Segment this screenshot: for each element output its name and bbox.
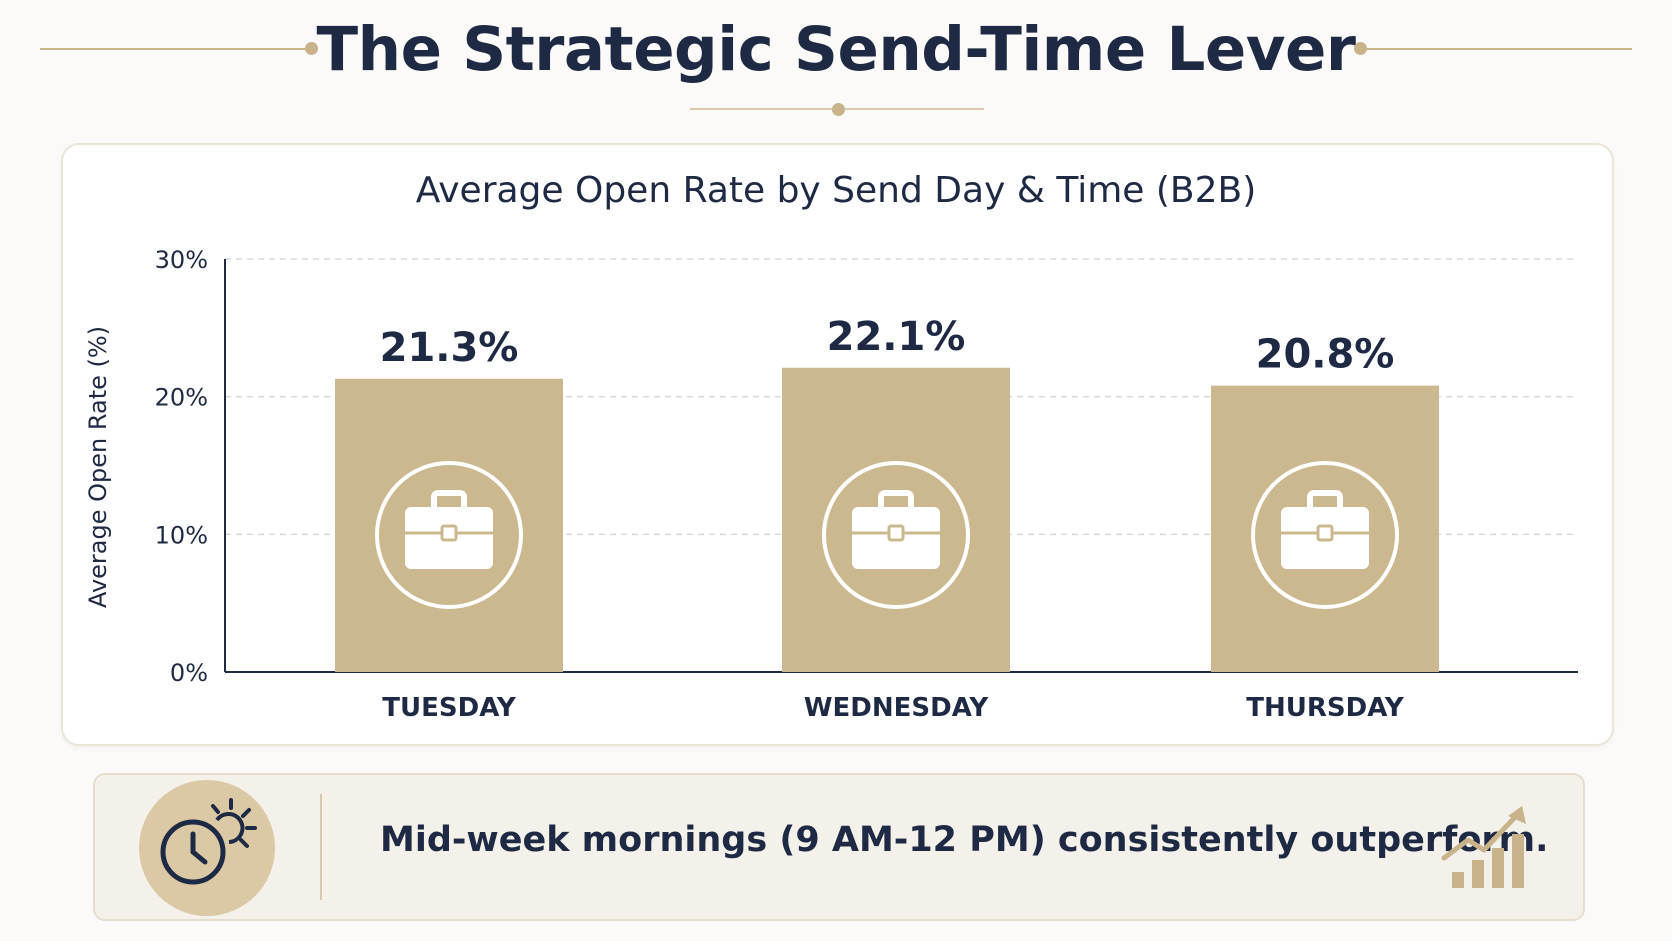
bar-chart: Average Open Rate (%) 0% 10% 20% 30% 21.3% TU…: [84, 246, 1578, 723]
briefcase-icon: [852, 490, 940, 569]
x-tick-label: THURSDAY: [1246, 693, 1405, 723]
header: The Strategic Send-Time Lever: [0, 0, 1672, 120]
chart-title: Average Open Rate by Send Day & Time (B2…: [415, 170, 1257, 211]
y-tick-label: 0%: [170, 659, 208, 687]
briefcase-icon-ring: [822, 461, 970, 609]
y-tick-label: 20%: [155, 384, 208, 412]
data-label: 21.3%: [380, 325, 519, 371]
title-underline-dot: [832, 103, 845, 116]
briefcase-icon-ring: [1251, 461, 1399, 609]
title-dot-right: [1354, 42, 1367, 55]
clock-sun-icon: [160, 798, 257, 885]
x-tick-label: WEDNESDAY: [804, 693, 989, 723]
growth-chart-icon: [1441, 806, 1526, 888]
page-title: The Strategic Send-Time Lever: [316, 14, 1356, 85]
briefcase-icon: [1281, 490, 1369, 569]
insight-text: Mid-week mornings (9 AM-12 PM) consisten…: [380, 820, 1549, 860]
y-axis-label: Average Open Rate (%): [84, 326, 112, 608]
briefcase-icon: [405, 490, 493, 569]
y-tick-label: 30%: [155, 246, 208, 274]
title-dot-left: [305, 42, 318, 55]
x-tick-label: TUESDAY: [382, 693, 517, 723]
data-label: 22.1%: [827, 314, 966, 360]
y-tick-label: 10%: [155, 521, 208, 549]
title-rule-left: [40, 48, 308, 50]
insight-card: [93, 773, 1585, 921]
insight-divider: [320, 794, 322, 900]
title-rule-right: [1364, 48, 1632, 50]
briefcase-icon-ring: [375, 461, 523, 609]
data-label: 20.8%: [1256, 332, 1395, 378]
